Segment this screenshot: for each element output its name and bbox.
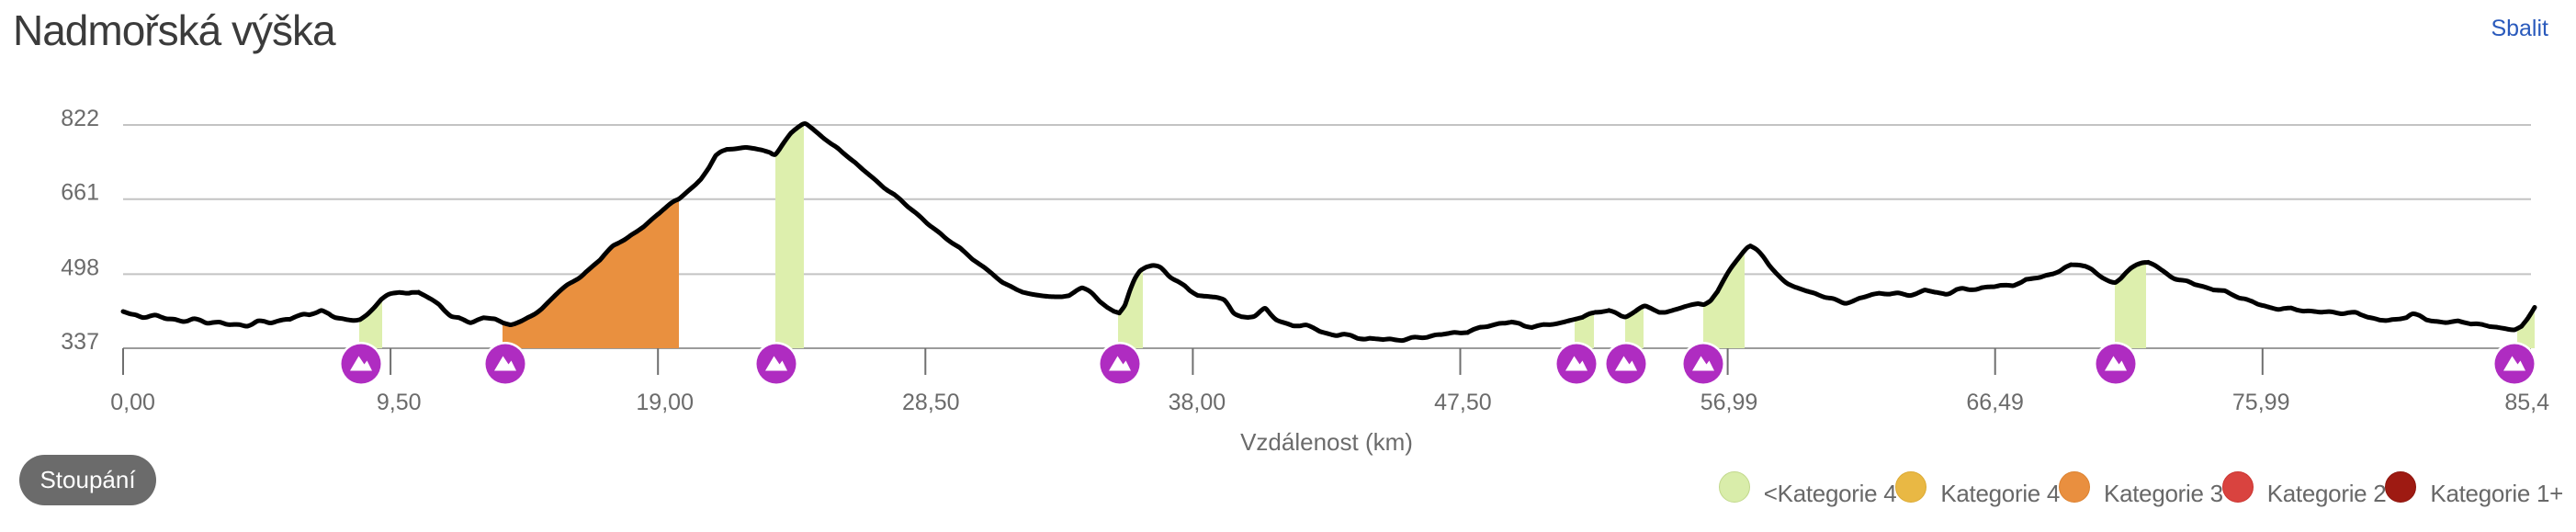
svg-text:28,50: 28,50 bbox=[902, 390, 960, 415]
svg-text:85,4: 85,4 bbox=[2504, 390, 2549, 415]
svg-text:337: 337 bbox=[61, 329, 99, 355]
svg-text:9,50: 9,50 bbox=[377, 390, 422, 415]
svg-text:38,00: 38,00 bbox=[1169, 390, 1226, 415]
svg-text:19,00: 19,00 bbox=[636, 390, 694, 415]
svg-text:0,00: 0,00 bbox=[110, 390, 155, 415]
svg-text:47,50: 47,50 bbox=[1434, 390, 1492, 415]
svg-text:661: 661 bbox=[61, 180, 99, 206]
svg-text:Vzdálenost (km): Vzdálenost (km) bbox=[1240, 428, 1413, 456]
svg-text:56,99: 56,99 bbox=[1700, 390, 1758, 415]
svg-text:822: 822 bbox=[61, 106, 99, 131]
svg-text:75,99: 75,99 bbox=[2232, 390, 2290, 415]
svg-text:498: 498 bbox=[61, 255, 99, 280]
svg-text:66,49: 66,49 bbox=[1966, 390, 2024, 415]
